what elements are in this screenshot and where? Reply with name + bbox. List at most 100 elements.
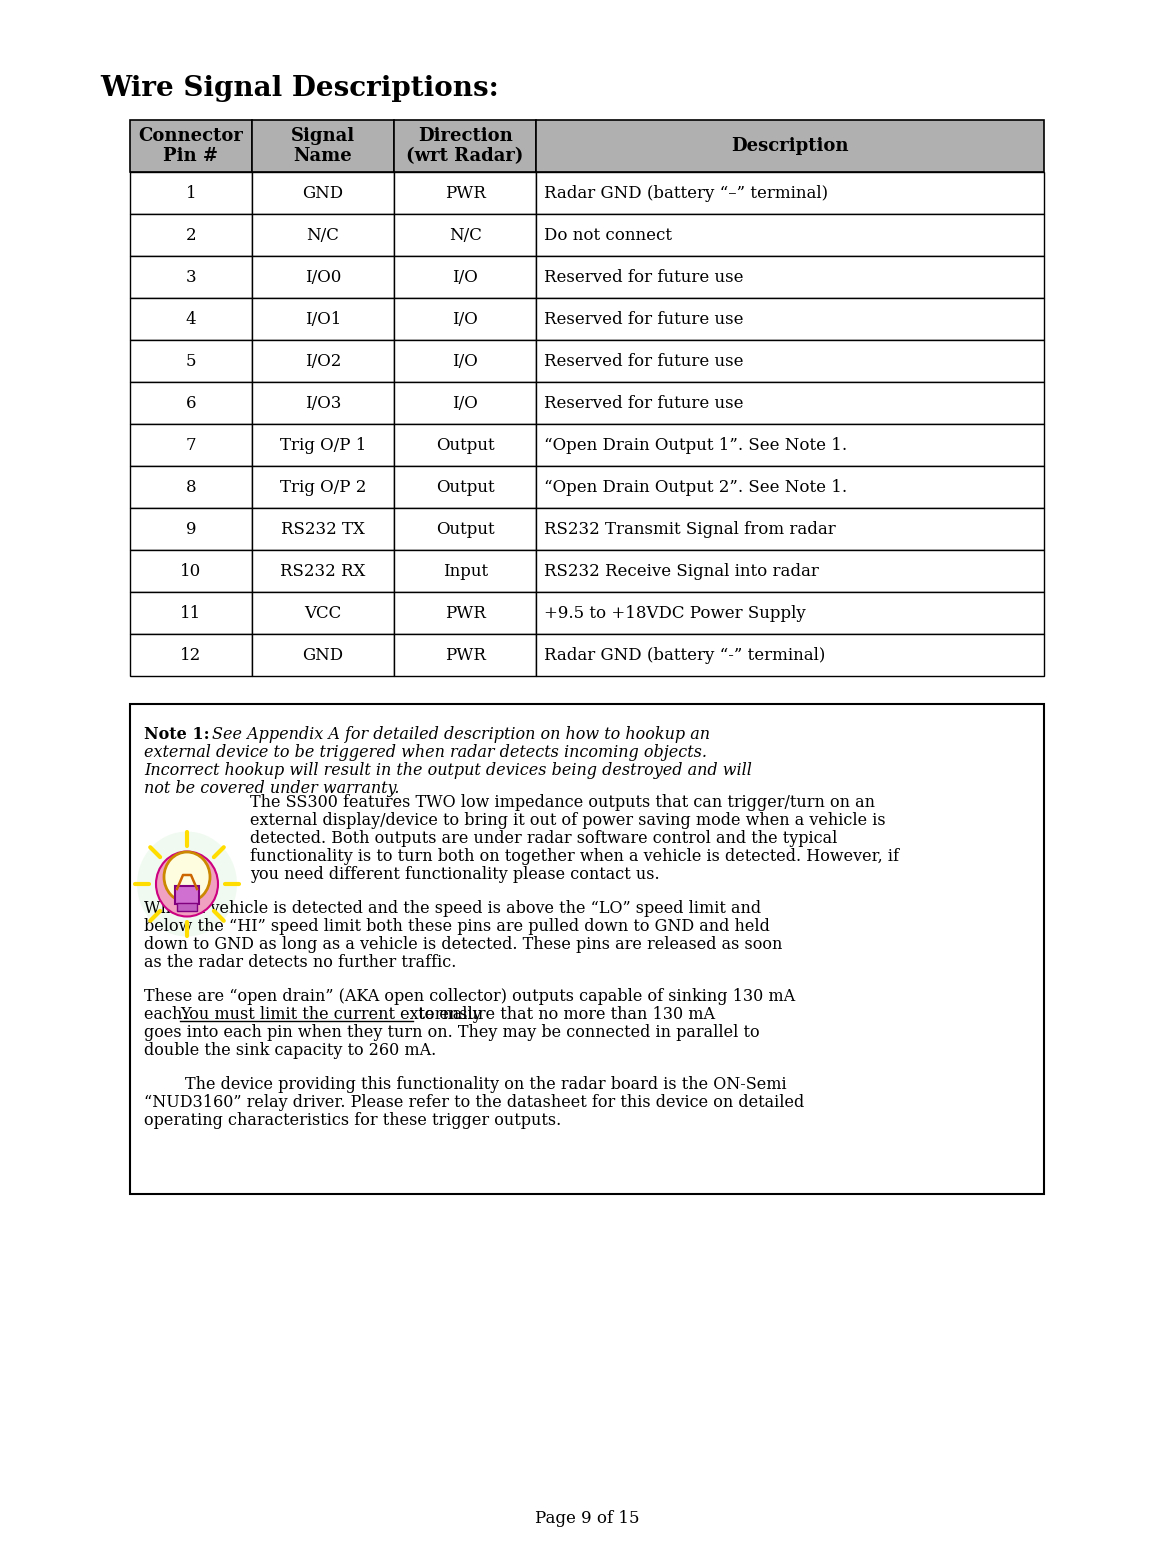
Text: 11: 11 bbox=[181, 604, 202, 621]
Bar bbox=[537, 592, 1044, 634]
Text: “Open Drain Output 1”. See Note 1.: “Open Drain Output 1”. See Note 1. bbox=[545, 437, 848, 454]
Text: 8: 8 bbox=[185, 479, 196, 496]
Text: I/O0: I/O0 bbox=[305, 268, 342, 285]
Bar bbox=[252, 550, 394, 592]
Bar bbox=[130, 214, 252, 256]
Text: GND: GND bbox=[303, 184, 344, 201]
Text: Connector
Pin #: Connector Pin # bbox=[139, 127, 243, 166]
Text: +9.5 to +18VDC Power Supply: +9.5 to +18VDC Power Supply bbox=[545, 604, 807, 621]
Text: When a vehicle is detected and the speed is above the “LO” speed limit and: When a vehicle is detected and the speed… bbox=[144, 900, 761, 917]
Bar bbox=[130, 634, 252, 675]
Bar bbox=[252, 383, 394, 424]
Text: I/O: I/O bbox=[452, 395, 478, 412]
Text: I/O2: I/O2 bbox=[305, 353, 342, 370]
Bar bbox=[394, 424, 537, 466]
Text: PWR: PWR bbox=[445, 646, 486, 663]
Bar bbox=[130, 424, 252, 466]
Bar bbox=[252, 119, 394, 172]
Bar bbox=[130, 119, 252, 172]
Text: 6: 6 bbox=[185, 395, 196, 412]
Bar bbox=[394, 383, 537, 424]
Ellipse shape bbox=[164, 852, 210, 902]
Text: operating characteristics for these trigger outputs.: operating characteristics for these trig… bbox=[144, 1112, 561, 1129]
Text: 9: 9 bbox=[185, 520, 196, 538]
Text: Trig O/P 1: Trig O/P 1 bbox=[279, 437, 366, 454]
Text: Input: Input bbox=[443, 562, 487, 579]
Text: not be covered under warranty.: not be covered under warranty. bbox=[144, 781, 399, 798]
Text: “Open Drain Output 2”. See Note 1.: “Open Drain Output 2”. See Note 1. bbox=[545, 479, 848, 496]
Bar bbox=[252, 508, 394, 550]
Text: I/O1: I/O1 bbox=[305, 310, 342, 327]
Bar bbox=[252, 297, 394, 339]
Text: Reserved for future use: Reserved for future use bbox=[545, 353, 743, 370]
Text: “NUD3160” relay driver. Please refer to the datasheet for this device on detaile: “NUD3160” relay driver. Please refer to … bbox=[144, 1094, 804, 1111]
Bar bbox=[394, 172, 537, 214]
Bar bbox=[130, 256, 252, 297]
Bar bbox=[252, 339, 394, 383]
Text: These are “open drain” (AKA open collector) outputs capable of sinking 130 mA: These are “open drain” (AKA open collect… bbox=[144, 988, 795, 1005]
Text: Trig O/P 2: Trig O/P 2 bbox=[279, 479, 366, 496]
Bar bbox=[537, 424, 1044, 466]
Text: 4: 4 bbox=[185, 310, 196, 327]
Text: The SS300 features TWO low impedance outputs that can trigger/turn on an: The SS300 features TWO low impedance out… bbox=[250, 795, 875, 812]
Bar bbox=[252, 592, 394, 634]
Ellipse shape bbox=[137, 832, 237, 937]
Bar bbox=[252, 172, 394, 214]
Bar bbox=[537, 550, 1044, 592]
Text: I/O: I/O bbox=[452, 268, 478, 285]
Text: as the radar detects no further traffic.: as the radar detects no further traffic. bbox=[144, 954, 457, 971]
Text: I/O: I/O bbox=[452, 310, 478, 327]
Text: Radar GND (battery “–” terminal): Radar GND (battery “–” terminal) bbox=[545, 184, 829, 201]
Bar bbox=[130, 297, 252, 339]
Bar bbox=[537, 214, 1044, 256]
Text: Wire Signal Descriptions:: Wire Signal Descriptions: bbox=[100, 74, 499, 102]
Text: Reserved for future use: Reserved for future use bbox=[545, 310, 743, 327]
Text: Description: Description bbox=[731, 136, 849, 155]
Text: 3: 3 bbox=[185, 268, 196, 285]
Bar bbox=[537, 119, 1044, 172]
Bar bbox=[130, 703, 1044, 1194]
Bar bbox=[537, 297, 1044, 339]
Text: N/C: N/C bbox=[306, 226, 339, 243]
Bar bbox=[537, 634, 1044, 675]
Text: double the sink capacity to 260 mA.: double the sink capacity to 260 mA. bbox=[144, 1042, 437, 1060]
Text: below the “HI” speed limit both these pins are pulled down to GND and held: below the “HI” speed limit both these pi… bbox=[144, 919, 770, 936]
Text: PWR: PWR bbox=[445, 184, 486, 201]
Text: Reserved for future use: Reserved for future use bbox=[545, 268, 743, 285]
Bar bbox=[252, 256, 394, 297]
Text: 12: 12 bbox=[181, 646, 202, 663]
Bar bbox=[175, 886, 200, 905]
Bar bbox=[130, 592, 252, 634]
Text: to ensure that no more than 130 mA: to ensure that no more than 130 mA bbox=[413, 1005, 715, 1022]
Text: you need different functionality please contact us.: you need different functionality please … bbox=[250, 866, 660, 883]
Text: Direction
(wrt Radar): Direction (wrt Radar) bbox=[406, 127, 524, 166]
Text: down to GND as long as a vehicle is detected. These pins are released as soon: down to GND as long as a vehicle is dete… bbox=[144, 936, 782, 953]
Bar bbox=[130, 339, 252, 383]
Bar bbox=[394, 214, 537, 256]
Bar bbox=[394, 256, 537, 297]
Text: Output: Output bbox=[436, 520, 494, 538]
Bar bbox=[394, 550, 537, 592]
Text: Page 9 of 15: Page 9 of 15 bbox=[534, 1510, 640, 1527]
Text: RS232 RX: RS232 RX bbox=[281, 562, 365, 579]
Text: PWR: PWR bbox=[445, 604, 486, 621]
Bar bbox=[394, 508, 537, 550]
Bar bbox=[537, 339, 1044, 383]
Text: 1: 1 bbox=[185, 184, 196, 201]
Bar bbox=[252, 634, 394, 675]
Text: N/C: N/C bbox=[448, 226, 481, 243]
Bar bbox=[537, 172, 1044, 214]
Text: Radar GND (battery “-” terminal): Radar GND (battery “-” terminal) bbox=[545, 646, 825, 663]
Bar bbox=[394, 634, 537, 675]
Text: Do not connect: Do not connect bbox=[545, 226, 673, 243]
Text: external display/device to bring it out of power saving mode when a vehicle is: external display/device to bring it out … bbox=[250, 812, 885, 829]
Bar bbox=[537, 383, 1044, 424]
Bar bbox=[394, 297, 537, 339]
Text: RS232 Transmit Signal from radar: RS232 Transmit Signal from radar bbox=[545, 520, 836, 538]
Text: Signal
Name: Signal Name bbox=[291, 127, 355, 166]
Bar bbox=[130, 550, 252, 592]
Text: I/O3: I/O3 bbox=[305, 395, 342, 412]
Text: RS232 Receive Signal into radar: RS232 Receive Signal into radar bbox=[545, 562, 819, 579]
Text: GND: GND bbox=[303, 646, 344, 663]
Text: detected. Both outputs are under radar software control and the typical: detected. Both outputs are under radar s… bbox=[250, 830, 837, 847]
